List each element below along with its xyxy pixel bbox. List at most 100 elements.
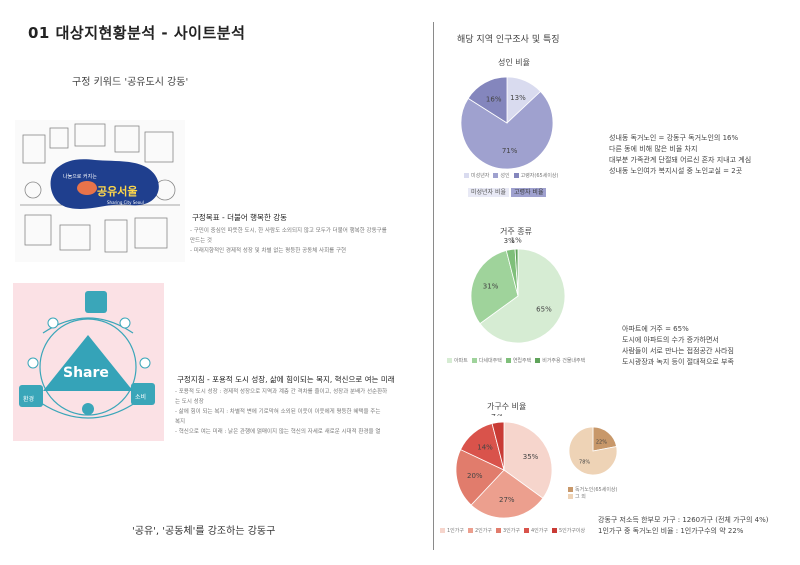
- note-housing: 아파트에 거주 = 65% 도시에 아파트의 수가 증가하면서 사람들이 서로 …: [622, 324, 734, 368]
- note-line: 대부분 가족관계 단절돼 어르신 혼자 지내고 계심: [609, 156, 752, 164]
- pie-data-label-4: 1%: [511, 237, 522, 245]
- pie-slice-2: [470, 469, 544, 519]
- legend-swatch: [464, 173, 469, 178]
- note-line: 성내동 노인여가 복지시설 중 노인교실 = 2곳: [609, 167, 743, 175]
- legend-swatch: [440, 528, 445, 533]
- chart1-title: 성인 비율: [498, 58, 530, 67]
- logo-small-text: 나눔으로 커지는: [63, 173, 97, 180]
- pie-data-label-2: 27%: [499, 496, 515, 504]
- logo-sub-text: Sharing City Seoul: [107, 200, 144, 205]
- policy-line: - 삶에 힘이 되는 복지 : 차별적 변에 기로막혀 소외된 이웃이 이웃에게…: [175, 409, 381, 415]
- pie-slice-1: [503, 421, 553, 499]
- pie-slice-3: [455, 449, 505, 506]
- pie-data-label-5: 4%: [491, 414, 502, 418]
- legend-swatch: [568, 494, 573, 499]
- legend-label: 그 외: [575, 494, 586, 500]
- note-line: 성내동 독거노인 = 강동구 독거노인의 16%: [609, 134, 739, 142]
- legend-label: 5인가구이상: [558, 528, 586, 534]
- goal-desc: - 구민이 중심인 따뜻한 도시, 한 사람도 소외되지 않고 모두가 더불어 …: [190, 226, 430, 256]
- goal-line: 만드는 것: [190, 238, 212, 244]
- adult-ratio-pie-chart: 13% 71% 16%: [460, 76, 554, 170]
- legend-label: 성인: [500, 173, 510, 179]
- household-size-pie-chart: 35% 27% 20% 14% 4%: [455, 414, 553, 519]
- policy-line: 는 도시 성장: [175, 399, 204, 405]
- legend-label: 미성년자: [471, 173, 490, 179]
- note-line: 아파트에 거주 = 65%: [622, 325, 689, 333]
- legend-swatch: [467, 528, 473, 533]
- share-word: Share: [63, 365, 109, 381]
- legend-swatch: [505, 358, 511, 363]
- legend-swatch: [513, 173, 519, 178]
- note-line: 1인가구 중 독거노인 비율 : 1인가구수의 약 22%: [598, 527, 744, 535]
- policy-line: 복지: [175, 419, 186, 425]
- legend-swatch: [535, 358, 541, 363]
- note-household: 강동구 저소득 한부모 가구 : 1260가구 (전체 가구의 4%) 1인가구…: [598, 515, 768, 537]
- goal-line: - 구민이 중심인 따뜻한 도시, 한 사람도 소외되지 않고 모두가 더불어 …: [190, 228, 387, 234]
- share-diagram: 환경 소비 Share: [13, 283, 164, 441]
- housing-type-pie-chart: 65% 31% 3%1%: [470, 237, 566, 344]
- note-line: 다른 동에 비해 많은 비율 차지: [609, 145, 698, 153]
- pie-data-label-1: 22%: [596, 439, 607, 445]
- pie-data-label-1: 35%: [523, 453, 539, 461]
- share-illustration: 환경 소비 Share: [13, 283, 164, 441]
- chart4-legend: 독거노인(65세이상) 그 외: [568, 486, 617, 500]
- note-line: 도시에 아파트의 수가 증가하면서: [622, 336, 719, 344]
- elderly-ratio-tag: 고령자 비율: [510, 188, 547, 197]
- pie-slice-2: [460, 90, 554, 170]
- pie-slice-2: [568, 426, 618, 476]
- goal-line: - 미래지향적인 경제적 성장 및 차별 없는 평등한 공동체 사회를 구현: [190, 248, 347, 254]
- legend-label: 아파트: [454, 358, 468, 364]
- city-sketch: 나눔으로 커지는 공유서울 Sharing City Seoul: [15, 120, 185, 262]
- goal-title: 구정목표 - 더불어 행복한 강동: [192, 213, 288, 222]
- legend-label: 독거노인(65세이상): [575, 487, 618, 493]
- legend-swatch: [447, 358, 452, 363]
- share-right-badge: 소비: [135, 393, 146, 401]
- legend-row: 그 외: [568, 493, 617, 500]
- legend-row: 독거노인(65세이상): [568, 486, 617, 493]
- legend-swatch: [493, 173, 499, 178]
- elderly-single-pie-chart: 22% 78%: [568, 426, 618, 476]
- pie-data-label-1: 13%: [510, 94, 526, 102]
- page-title: 01 대상지현황분석 - 사이트분석: [28, 24, 246, 42]
- note-elderly: 성내동 독거노인 = 강동구 독거노인의 16% 다른 동에 비해 많은 비율 …: [609, 133, 751, 177]
- keyword-caption: 구정 키워드 '공유도시 강동': [72, 77, 189, 88]
- pie-data-label-2: 31%: [483, 283, 499, 291]
- legend-label: 2인가구: [474, 528, 492, 534]
- pie-data-label-1: 65%: [536, 306, 552, 314]
- bottom-caption: '공유', '공동체'를 강조하는 강동구: [132, 526, 276, 537]
- note-line: 도시광장과 녹지 등이 절대적으로 부족: [622, 358, 734, 366]
- column-divider: [433, 22, 434, 550]
- chart3-legend: 1인가구 2인가구 3인가구 4인가구 5인가구이상: [436, 527, 585, 534]
- sharing-city-illustration: 나눔으로 커지는 공유서울 Sharing City Seoul: [15, 120, 185, 262]
- right-section-title: 해당 지역 인구조사 및 특징: [457, 35, 560, 45]
- legend-label: 1인가구: [447, 528, 464, 534]
- note-line: 사람들이 서로 만나는 접점공간 사라짐: [622, 347, 734, 355]
- pie-data-label-3: 20%: [467, 472, 483, 480]
- chart2-legend: 아파트 다세대주택 연립주택 비거주용 건물내주택: [443, 357, 585, 364]
- pie-data-label-4: 14%: [477, 444, 493, 452]
- legend-swatch: [495, 528, 501, 533]
- note-line: 강동구 저소득 한부모 가구 : 1260가구 (전체 가구의 4%): [598, 516, 769, 524]
- legend-label: 연립주택: [512, 358, 532, 364]
- minor-ratio-tag: 미성년자 비율: [468, 188, 510, 197]
- pie-slice-2: [470, 249, 519, 325]
- pie-slice-3: [467, 76, 508, 124]
- legend-label: 4인가구: [530, 528, 548, 534]
- policy-line: - 포용적 도시 성장 : 경제적 성장으로 지역과 계층 간 격차를 줄이고,…: [175, 389, 388, 395]
- pie-slice-1: [592, 426, 618, 452]
- legend-label: 비거주용 건물내주택: [542, 358, 586, 364]
- legend-swatch: [551, 528, 557, 533]
- pie-data-label-2: 78%: [579, 460, 590, 466]
- policy-line: - 혁신으로 여는 미래 : 낡은 관행에 얽매이지 않는 혁신의 자세로 새로…: [175, 429, 381, 435]
- logo-main-text: 공유서울: [97, 184, 137, 198]
- chart1-legend: 미성년자 성인 고령자(65세이상): [460, 172, 558, 179]
- legend-label: 3인가구: [502, 528, 520, 534]
- chart3-title: 가구수 비율: [487, 402, 527, 411]
- legend-label: 다세대주택: [478, 358, 502, 364]
- legend-label: 고령자(65세이상): [520, 173, 559, 179]
- pie-data-label-3: 16%: [486, 95, 502, 103]
- pie-slice-1: [479, 248, 566, 344]
- pie-slice-4: [514, 248, 519, 297]
- chart2-title: 거주 종류: [500, 227, 532, 236]
- chart1-tags: 미성년자 비율 고령자 비율: [468, 187, 547, 197]
